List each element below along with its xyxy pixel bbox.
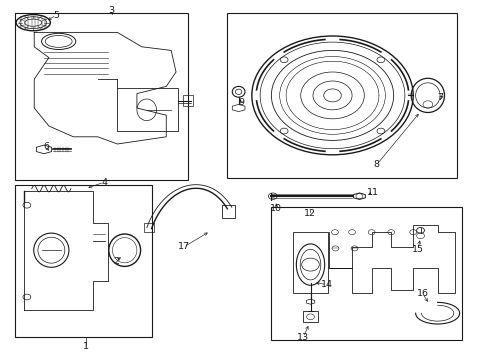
Text: 9: 9 <box>238 99 244 108</box>
Text: 6: 6 <box>43 143 49 152</box>
Bar <box>222 205 234 218</box>
Text: 3: 3 <box>108 6 114 15</box>
Text: 12: 12 <box>304 209 315 218</box>
Text: 15: 15 <box>411 245 423 253</box>
Bar <box>271 207 461 340</box>
Text: 16: 16 <box>416 289 427 298</box>
Bar <box>227 13 456 178</box>
Bar <box>144 223 154 232</box>
Text: 11: 11 <box>366 188 378 197</box>
Text: 8: 8 <box>373 161 379 170</box>
Bar <box>293 232 327 293</box>
Text: 5: 5 <box>53 11 59 20</box>
Text: 7: 7 <box>436 94 442 103</box>
Text: 4: 4 <box>101 178 107 187</box>
Bar <box>183 95 193 106</box>
Bar <box>117 88 178 131</box>
Bar <box>15 13 188 180</box>
Text: 13: 13 <box>297 333 308 342</box>
Text: 10: 10 <box>270 204 282 213</box>
Text: 2: 2 <box>113 256 119 266</box>
Text: 14: 14 <box>320 280 332 289</box>
Text: 17: 17 <box>178 243 189 252</box>
Bar <box>303 311 317 322</box>
Bar <box>15 185 151 337</box>
Text: 1: 1 <box>82 342 88 351</box>
